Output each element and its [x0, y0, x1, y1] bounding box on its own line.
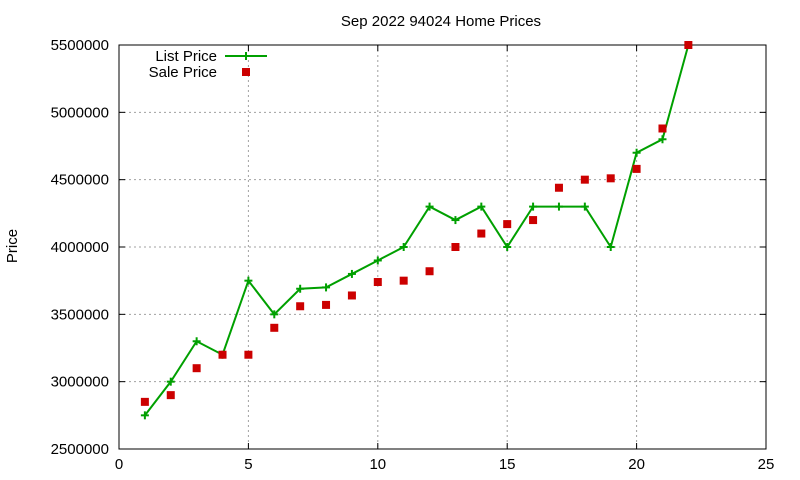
- sale-price-point: [451, 243, 460, 251]
- list-price-point: [399, 243, 408, 251]
- sale-price-point: [270, 323, 279, 332]
- list-price-point: [606, 243, 615, 251]
- y-tick-label: 4500000: [51, 172, 109, 189]
- sale-price-point: [399, 276, 408, 285]
- list-price-point: [347, 269, 356, 278]
- x-tick-label: 15: [499, 456, 516, 473]
- sale-price-point: [606, 174, 615, 183]
- list-price-point: [166, 377, 175, 386]
- chart-title: Sep 2022 94024 Home Prices: [341, 13, 541, 30]
- y-axis-label: Price: [4, 229, 21, 263]
- sale-price-point: [347, 291, 356, 300]
- list-price-point: [270, 310, 279, 319]
- sale-price-point: [425, 267, 434, 276]
- list-price-point: [658, 135, 667, 144]
- sale-price-point: [192, 364, 201, 373]
- plot-frame: [118, 44, 767, 450]
- legend-label: Sale Price: [149, 64, 217, 81]
- list-price-point: [477, 202, 486, 211]
- x-tick-label: 20: [628, 456, 645, 473]
- sale-price-point: [373, 278, 382, 287]
- list-price-point: [503, 243, 512, 251]
- y-tick-label: 2500000: [51, 441, 109, 458]
- legend-plus-marker: [242, 52, 250, 60]
- list-price-point: [296, 284, 305, 293]
- list-price-point: [451, 216, 460, 225]
- sale-price-point: [140, 397, 149, 406]
- sale-price-point: [529, 216, 538, 225]
- sale-price-point: [554, 183, 563, 192]
- grid-lines: [119, 45, 766, 449]
- series-sale-price: [140, 41, 693, 406]
- series-layer: [140, 41, 693, 420]
- x-tick-label: 25: [758, 456, 775, 473]
- axis-ticks: 0 5 10 15 20 25 2500000 3000000 3500000 4000000 45…: [51, 37, 775, 473]
- y-tick-label: 4000000: [51, 239, 109, 256]
- legend-label: List Price: [155, 48, 217, 65]
- x-tick-label: 5: [244, 456, 252, 473]
- sale-price-point: [658, 124, 667, 133]
- sale-price-point: [296, 302, 305, 311]
- list-price-point: [425, 202, 434, 211]
- sale-price-point: [477, 229, 486, 238]
- list-price-point: [554, 202, 563, 211]
- list-price-line: [144, 44, 690, 416]
- sale-price-point: [244, 350, 253, 359]
- list-price-point: [632, 148, 641, 157]
- list-price-point: [373, 256, 382, 265]
- sale-price-point: [684, 41, 693, 49]
- sale-price-point: [632, 164, 641, 173]
- x-tick-label: 0: [115, 456, 123, 473]
- sale-price-point: [322, 300, 331, 309]
- series-list-price: [140, 41, 693, 420]
- list-price-point: [529, 202, 538, 211]
- list-price-point: [140, 411, 149, 420]
- x-tick-label: 10: [369, 456, 386, 473]
- sale-price-point: [503, 220, 512, 229]
- list-price-point: [322, 283, 331, 292]
- y-tick-label: 3000000: [51, 374, 109, 391]
- list-price-point: [192, 337, 201, 346]
- list-price-point: [580, 202, 589, 211]
- sale-price-point: [218, 350, 227, 359]
- list-price-point: [244, 276, 253, 285]
- y-tick-label: 5500000: [51, 37, 109, 54]
- sale-price-point: [166, 391, 175, 400]
- legend-square-marker: [242, 68, 250, 76]
- sale-price-point: [580, 175, 589, 184]
- y-tick-label: 3500000: [51, 306, 109, 323]
- y-tick-label: 5000000: [51, 104, 109, 121]
